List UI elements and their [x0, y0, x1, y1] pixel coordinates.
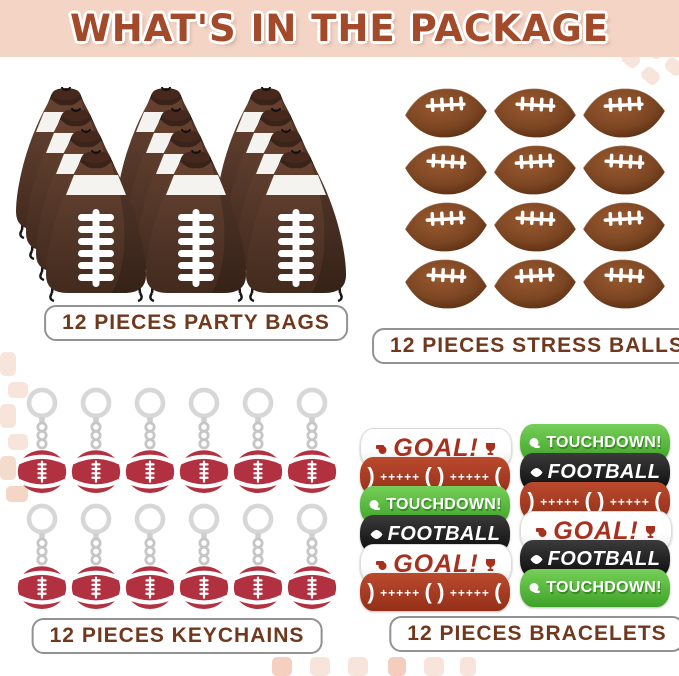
trophy-icon [485, 442, 495, 455]
keychain-image [16, 501, 68, 613]
keychain-image [178, 385, 230, 497]
party-bag-image [236, 145, 356, 303]
lace-watermark [8, 382, 28, 398]
keychain-image [286, 385, 338, 497]
bracelet-text: GOAL! [553, 516, 639, 545]
keychain-image [70, 385, 122, 497]
bracelet-text: TOUCHDOWN! [546, 579, 662, 596]
lace-watermark [310, 657, 330, 676]
bracelet-text: ) +++++ ( ) +++++ ( [367, 463, 503, 488]
stress-ball-image [579, 198, 670, 257]
football-icon [530, 554, 543, 564]
lace-watermark [0, 404, 16, 428]
keychain-image [70, 501, 122, 613]
lace-watermark [6, 486, 28, 502]
page-title: WHAT'S IN THE PACKAGE [69, 7, 610, 50]
stress-ball-image [579, 84, 670, 143]
keychain-image [16, 385, 68, 497]
stress-ball-image [490, 141, 581, 200]
stress-ball-image [579, 141, 670, 200]
stress-ball-image [579, 255, 670, 314]
lace-watermark [0, 352, 16, 376]
whistle-icon [376, 444, 387, 454]
whistle-icon [536, 527, 547, 537]
keychain-image [232, 385, 284, 497]
stress-balls-label: 12 PIECES STRESS BALLS [372, 328, 679, 364]
helmet-icon [369, 499, 381, 510]
bracelet-text: GOAL! [393, 433, 479, 462]
lace-watermark [272, 657, 292, 676]
keychain-image [124, 501, 176, 613]
bracelet-text: FOOTBALL [387, 523, 501, 545]
bracelets-label: 12 PIECES BRACELETS [389, 616, 679, 652]
helmet-icon [529, 582, 541, 593]
bracelets-left-stack: GOAL!) +++++ ( ) +++++ (TOUCHDOWN! FOOTBA… [360, 428, 512, 620]
stress-ball-image [490, 255, 581, 314]
lace-watermark [348, 657, 368, 676]
stress-ball-image [401, 255, 492, 314]
stress-ball-image [490, 84, 581, 143]
bracelet-text: GOAL! [393, 549, 479, 578]
stress-ball-image [401, 84, 492, 143]
bracelet-band-goal: GOAL! [360, 428, 512, 468]
title-banner: WHAT'S IN THE PACKAGE [0, 0, 679, 57]
helmet-icon [529, 437, 541, 448]
keychain-image [124, 385, 176, 497]
lace-watermark [388, 657, 406, 676]
trophy-icon [485, 558, 495, 571]
bracelets-right-stack: TOUCHDOWN! FOOTBALL ) +++++ ( ) +++++ ( GOA… [520, 424, 672, 616]
bracelet-text: TOUCHDOWN! [386, 496, 502, 513]
lace-watermark [460, 657, 476, 676]
bracelet-text: FOOTBALL [547, 461, 661, 483]
keychain-image [178, 501, 230, 613]
keychains-label: 12 PIECES KEYCHAINS [31, 618, 323, 654]
bracelet-text: ) +++++ ( ) +++++ ( [367, 579, 503, 604]
bracelet-text: FOOTBALL [547, 548, 661, 570]
bracelet-band-touchdown: TOUCHDOWN! [520, 569, 670, 607]
lace-watermark [424, 657, 444, 676]
party-bags-label: 12 PIECES PARTY BAGS [44, 305, 348, 341]
whistle-icon [376, 560, 387, 570]
lace-watermark [8, 434, 28, 450]
lace-watermark [0, 456, 16, 480]
stress-ball-image [401, 141, 492, 200]
keychain-image [286, 501, 338, 613]
stress-ball-image [401, 198, 492, 257]
bracelet-text: ) +++++ ( ) +++++ ( [527, 488, 663, 513]
trophy-icon [645, 525, 655, 538]
football-icon [530, 467, 543, 477]
stress-ball-image [490, 198, 581, 257]
football-icon [370, 529, 383, 539]
keychain-image [232, 501, 284, 613]
bracelet-band-laces: ) +++++ ( ) +++++ ( [360, 573, 510, 611]
bracelet-text: TOUCHDOWN! [546, 434, 662, 451]
